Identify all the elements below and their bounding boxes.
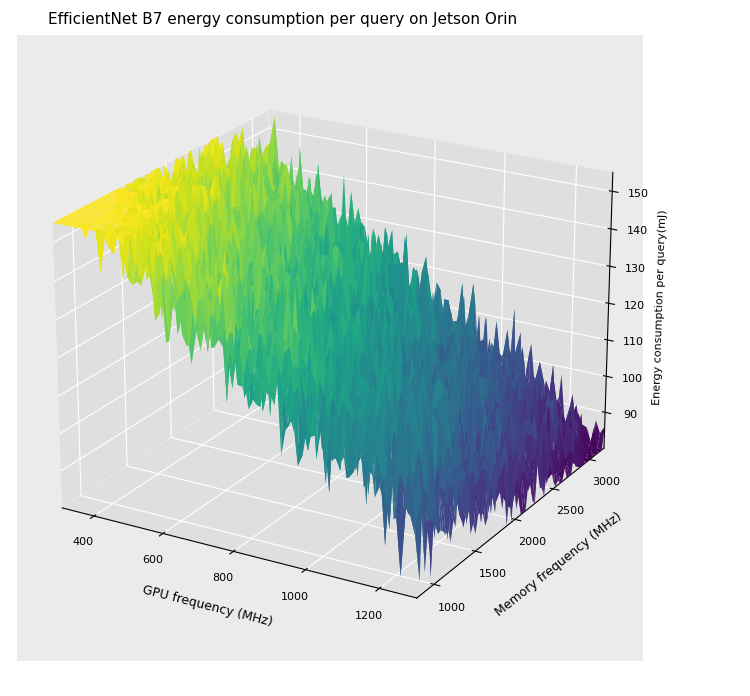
X-axis label: GPU frequency (MHz): GPU frequency (MHz) [141, 583, 274, 629]
Text: EfficientNet B7 energy consumption per query on Jetson Orin: EfficientNet B7 energy consumption per q… [48, 12, 518, 26]
Y-axis label: Memory frequency (MHz): Memory frequency (MHz) [494, 510, 625, 619]
